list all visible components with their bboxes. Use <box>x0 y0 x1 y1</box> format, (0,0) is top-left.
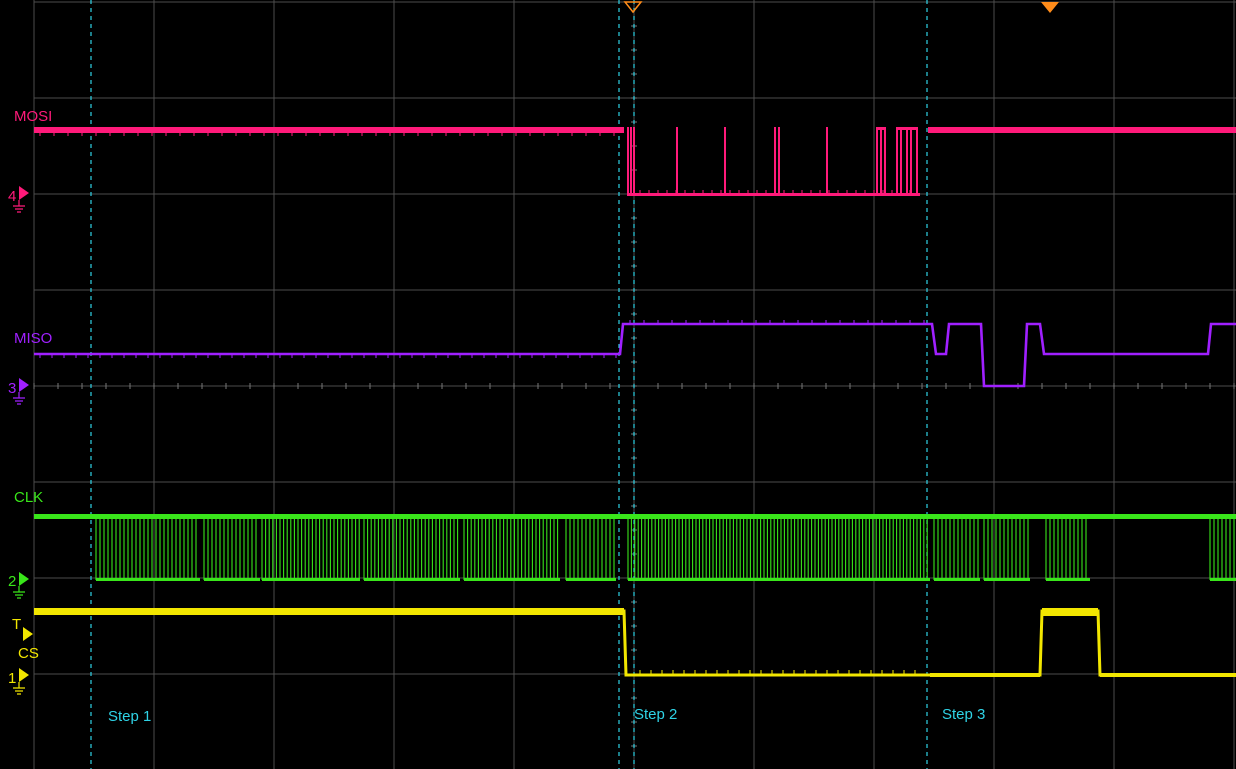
clk-low-band <box>262 578 360 581</box>
ground-symbol-icon <box>13 682 25 695</box>
trigger-position-marker-icon[interactable] <box>623 1 643 14</box>
cs-pulse-top <box>1042 608 1098 616</box>
mosi-pulse <box>627 127 629 195</box>
mosi-pulse <box>906 127 908 195</box>
channel-1-ground-marker[interactable]: 1 <box>8 668 29 695</box>
channel-4-ground-marker[interactable]: 4 <box>8 186 29 213</box>
clk-low-band <box>96 578 200 581</box>
channel-label-clk: CLK <box>14 489 43 506</box>
cs-trace <box>34 609 1236 677</box>
svg-text:4: 4 <box>8 188 16 205</box>
clk-low-band <box>1046 578 1090 581</box>
mosi-pulse <box>900 127 902 195</box>
mosi-pulse-top <box>876 127 886 130</box>
svg-text:2: 2 <box>8 573 16 590</box>
cs-low-segment <box>930 673 1040 677</box>
mosi-pulse <box>884 127 886 195</box>
mosi-pulse <box>896 127 898 195</box>
mosi-pulse <box>876 127 878 195</box>
ground-arrow-icon <box>19 186 29 200</box>
mosi-pulse <box>633 127 635 195</box>
mosi-pulse <box>676 127 678 195</box>
graticule-grid <box>33 0 1236 769</box>
ground-symbol-icon <box>13 200 25 213</box>
channel-2-ground-marker[interactable]: 2 <box>8 572 29 599</box>
channel-3-ground-marker[interactable]: 3 <box>8 378 29 405</box>
mosi-pulse <box>724 127 726 195</box>
channel-label-cs: CS <box>18 645 39 662</box>
clk-low-band <box>984 578 1030 581</box>
cs-waveform <box>34 608 1236 677</box>
mosi-high-segment <box>34 127 624 133</box>
svg-text:T: T <box>12 616 21 633</box>
cs-high-segment <box>34 608 624 615</box>
mosi-pulse <box>880 127 882 195</box>
clk-low-band <box>204 578 260 581</box>
mosi-pulse <box>778 127 780 195</box>
miso-waveform <box>34 320 1236 388</box>
mosi-pulse <box>916 127 918 195</box>
mosi-pulse <box>630 127 632 195</box>
ground-arrow-icon <box>19 572 29 586</box>
mosi-pulse-top <box>896 127 918 130</box>
ground-arrow-icon <box>19 668 29 682</box>
clk-low-band <box>364 578 460 581</box>
ground-symbol-icon <box>13 586 25 599</box>
trigger-delay-marker-icon[interactable] <box>1041 2 1059 13</box>
mosi-low-segment <box>627 193 920 196</box>
step-3-label: Step 3 <box>942 706 985 723</box>
mosi-high-segment <box>928 127 1236 133</box>
clk-low-band <box>1210 578 1236 581</box>
clk-low-band <box>566 578 616 581</box>
cs-low-segment <box>1100 673 1236 677</box>
clk-low-band <box>464 578 560 581</box>
miso-trace <box>34 322 1236 388</box>
channel-label-miso: MISO <box>14 330 52 347</box>
mosi-pulse <box>774 127 776 195</box>
mosi-pulse <box>910 127 912 195</box>
trigger-arrow-icon <box>23 627 33 641</box>
channel-label-mosi: MOSI <box>14 108 52 125</box>
svg-text:3: 3 <box>8 380 16 397</box>
trigger-level-marker[interactable]: T <box>12 616 33 641</box>
clk-low-band <box>628 578 930 581</box>
ground-symbol-icon <box>13 392 25 405</box>
step-2-label: Step 2 <box>634 706 677 723</box>
clk-low-band <box>934 578 980 581</box>
svg-text:1: 1 <box>8 670 16 687</box>
step-1-label: Step 1 <box>108 708 151 725</box>
clk-waveform <box>34 514 1236 581</box>
mosi-waveform <box>34 127 1236 196</box>
mosi-pulse <box>826 127 828 195</box>
ground-arrow-icon <box>19 378 29 392</box>
